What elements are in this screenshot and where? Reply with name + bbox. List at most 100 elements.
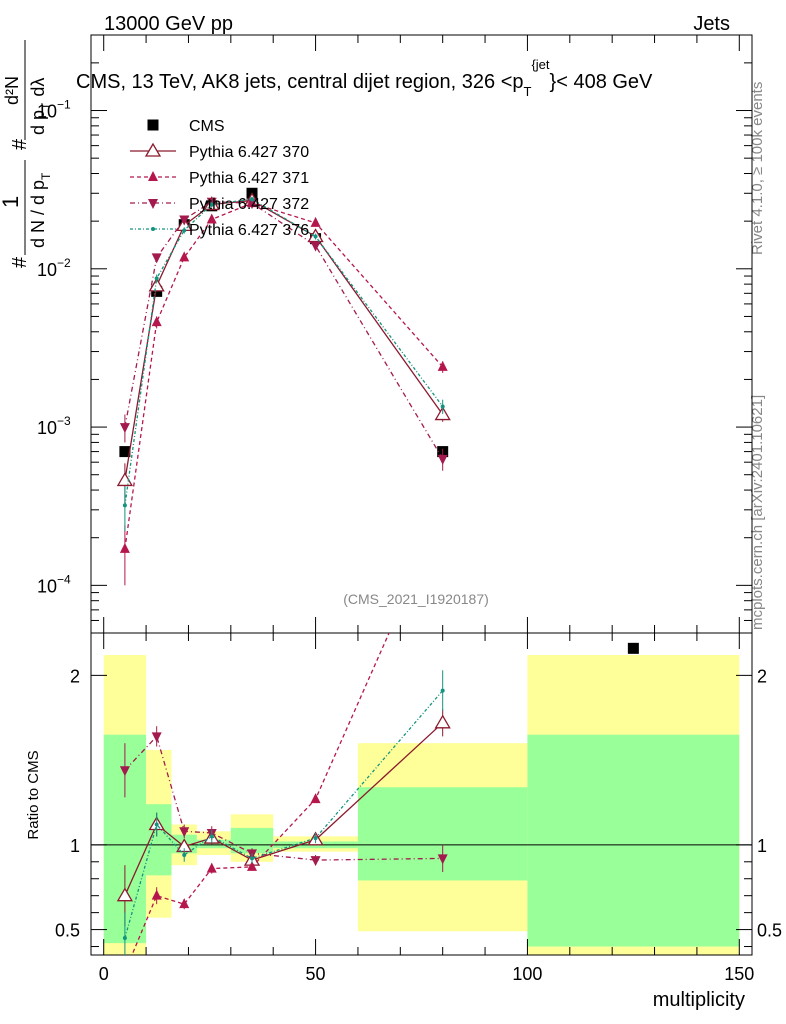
data-point [122, 503, 127, 508]
y-label-hash-1: # [9, 256, 31, 268]
x-tick-label: 50 [306, 964, 326, 984]
data-point [179, 898, 190, 909]
plot-title: CMS, 13 TeV, AK8 jets, central dijet reg… [76, 57, 653, 99]
data-point [179, 251, 190, 262]
y-label-dpt-sub: T [39, 102, 53, 110]
data-point [310, 241, 321, 252]
data-point [437, 360, 448, 371]
legend-label: Pythia 6.427 372 [189, 196, 309, 213]
data-point [179, 827, 190, 838]
data-point [313, 836, 318, 841]
data-point [119, 542, 130, 553]
data-point [144, 142, 162, 157]
legend-label: Pythia 6.427 371 [189, 170, 309, 187]
data-point [310, 216, 321, 227]
ratio-uncertainty-bands [103, 655, 740, 955]
legend-label: CMS [189, 118, 225, 135]
data-point [310, 856, 321, 867]
data-point [247, 860, 258, 871]
main-axis-ticks: 10−110−210−310−4 [37, 35, 752, 634]
rivet-side-label: Rivet 4.1.0, ≥ 100k events [749, 82, 766, 255]
data-point [310, 793, 321, 804]
legend-item: Pythia 6.427 372 [130, 196, 309, 213]
x-tick-label: 100 [512, 964, 542, 984]
ratio-y-tick-label: 0.5 [55, 921, 80, 941]
y-label-one: 1 [0, 196, 23, 208]
ratio-plot-frame [90, 632, 753, 956]
x-axis-label: multiplicity [653, 989, 745, 1011]
data-point [182, 853, 187, 858]
y-label-d2n: d²N [2, 76, 22, 105]
legend-item: Pythia 6.427 376 [130, 222, 309, 239]
main-y-label: # 1 d N / d pT # d²N d pTdλ [0, 40, 53, 268]
data-point [154, 822, 159, 827]
y-tick-label: 10−4 [37, 572, 71, 596]
data-point [250, 856, 255, 861]
legend: CMS Pythia 6.427 370 Pythia 6.427 371 Pythi… [130, 118, 309, 239]
data-point [151, 732, 162, 743]
ratio-series-3 [122, 670, 445, 955]
data-point [440, 404, 445, 409]
y-label-dndpt-sub: T [39, 172, 53, 180]
data-point [154, 276, 159, 281]
series-2 [119, 197, 448, 586]
y-tick-label: 10−1 [37, 98, 71, 122]
y-tick-exp: −1 [57, 98, 71, 112]
y-label-dpt: d pTdλ [28, 78, 53, 135]
y-tick-label: 10−2 [37, 256, 71, 280]
energy-label: 13000 GeV pp [104, 13, 233, 35]
y-label-dndpt-main: d N / d p [28, 180, 48, 248]
legend-label: Pythia 6.427 376 [189, 222, 309, 239]
x-tick-label: 0 [99, 964, 109, 984]
data-point [151, 889, 162, 900]
data-point [437, 854, 448, 865]
data-point [250, 197, 255, 202]
data-point [147, 119, 159, 131]
ratio-y-tick-label: 2 [70, 666, 80, 686]
y-label-dpt-main: d p [28, 110, 48, 135]
ratio-y-tick-label: 2 [757, 666, 767, 686]
data-point [247, 199, 258, 210]
y-label-dl: dλ [28, 78, 48, 97]
series-3 [119, 197, 448, 471]
series-4 [122, 196, 445, 532]
ratio-y-label: Ratio to CMS [25, 750, 42, 839]
ratio-y-tick-label: 1 [70, 836, 80, 856]
data-point [313, 234, 318, 239]
data-point [182, 228, 187, 233]
data-point [209, 202, 214, 207]
legend-label: Pythia 6.427 370 [189, 144, 309, 161]
data-point [437, 454, 448, 465]
x-tick-label: 150 [724, 964, 754, 984]
legend-item: Pythia 6.427 371 [130, 170, 309, 187]
y-tick-exp: −3 [57, 414, 71, 428]
legend-item: Pythia 6.427 370 [130, 142, 309, 161]
data-point [434, 714, 451, 729]
uncertainty-band-inner [196, 839, 231, 849]
plot-title-sup: {jet [531, 57, 549, 72]
series-line [124, 199, 444, 481]
uncertainty-band-inner [527, 734, 740, 947]
data-point [627, 642, 639, 654]
ratio-y-tick-label: 0.5 [757, 921, 782, 941]
y-label-dndpt: d N / d pT [28, 172, 53, 248]
y-label-hash-2: # [9, 138, 31, 150]
data-point [119, 423, 130, 434]
ratio-data-series [116, 633, 451, 955]
y-tick-base: 10 [37, 260, 57, 280]
plot-title-sub: T [524, 84, 532, 99]
ratio-series-clip [116, 633, 451, 955]
data-point [151, 253, 162, 264]
data-point [151, 316, 162, 327]
data-point [179, 215, 190, 226]
plot-title-end: }< 408 GeV [550, 71, 654, 93]
analysis-watermark: (CMS_2021_I1920187) [343, 591, 489, 607]
series-line [124, 202, 444, 549]
series-line [124, 201, 444, 460]
data-point [116, 887, 134, 902]
y-tick-exp: −4 [57, 572, 71, 586]
ratio-series-1 [131, 633, 390, 955]
y-tick-label: 10−3 [37, 414, 71, 438]
ratio-y-tick-label: 1 [757, 836, 767, 856]
